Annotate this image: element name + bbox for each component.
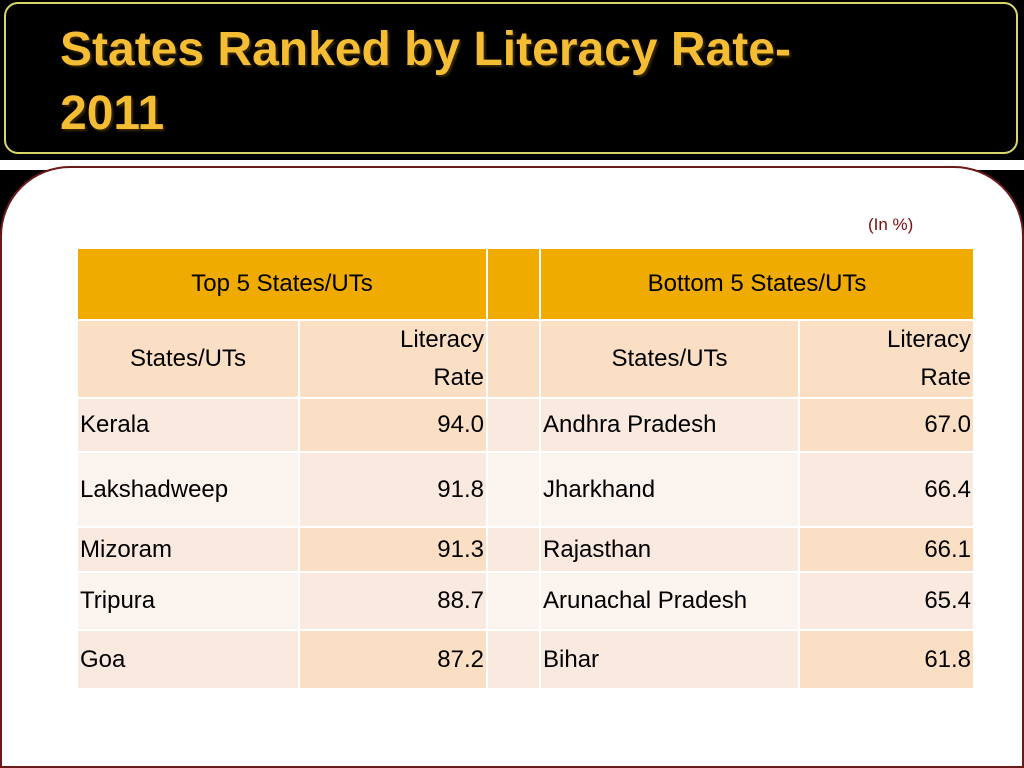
table-row: Lakshadweep 91.8 Jharkhand 66.4	[76, 451, 976, 528]
spacer-cell	[486, 319, 542, 399]
bottom-state-name: Arunachal Pradesh	[539, 571, 801, 631]
bottom-state-name: Rajasthan	[539, 526, 801, 573]
literacy-table: Top 5 States/UTs Bottom 5 States/UTs Sta…	[75, 247, 976, 690]
bottom-rate-header-line-2: Rate	[920, 364, 972, 391]
top-group-header: Top 5 States/UTs	[75, 247, 489, 321]
bottom-rate-header: Literacy Rate	[798, 319, 976, 399]
top-state-rate: 88.7	[297, 571, 489, 631]
sub-header-row: States/UTs Literacy Rate States/UTs Liter…	[76, 319, 976, 399]
title-frame	[4, 2, 1018, 154]
bottom-group-header: Bottom 5 States/UTs	[539, 247, 976, 321]
top-rate-header-line-1: Literacy	[399, 326, 485, 353]
top-state-rate: 94.0	[297, 397, 489, 453]
bottom-state-rate: 66.1	[798, 526, 976, 573]
bottom-state-rate: 65.4	[798, 571, 976, 631]
bottom-state-name: Jharkhand	[539, 451, 801, 528]
bottom-state-rate: 66.4	[798, 451, 976, 528]
spacer-cell	[486, 451, 542, 528]
table-row: Tripura 88.7 Arunachal Pradesh 65.4	[76, 571, 976, 631]
group-header-row: Top 5 States/UTs Bottom 5 States/UTs	[75, 247, 976, 321]
slide-title: States Ranked by Literacy Rate- 2011	[60, 18, 960, 146]
top-state-name: Tripura	[76, 571, 300, 631]
spacer-cell	[486, 526, 542, 573]
top-state-rate: 91.3	[297, 526, 489, 573]
spacer-cell	[486, 629, 542, 690]
top-state-name: Goa	[76, 629, 300, 690]
top-state-name: Lakshadweep	[76, 451, 300, 528]
title-bar: States Ranked by Literacy Rate- 2011	[0, 0, 1024, 160]
top-state-name: Kerala	[76, 397, 300, 453]
spacer-cell	[486, 571, 542, 631]
slide-title-line-2: 2011	[60, 87, 165, 140]
table-row: Goa 87.2 Bihar 61.8	[76, 629, 976, 690]
spacer-cell	[486, 397, 542, 453]
slide-title-line-1: States Ranked by Literacy Rate-	[60, 23, 791, 76]
table-row: Kerala 94.0 Andhra Pradesh 67.0	[76, 397, 976, 453]
top-name-header: States/UTs	[76, 319, 300, 399]
bottom-name-header: States/UTs	[539, 319, 801, 399]
bottom-state-name: Bihar	[539, 629, 801, 690]
top-state-rate: 91.8	[297, 451, 489, 528]
bottom-state-rate: 61.8	[798, 629, 976, 690]
spacer-cell	[486, 247, 542, 321]
bottom-state-name: Andhra Pradesh	[539, 397, 801, 453]
table-row: Mizoram 91.3 Rajasthan 66.1	[76, 526, 976, 573]
bottom-state-rate: 67.0	[798, 397, 976, 453]
top-state-rate: 87.2	[297, 629, 489, 690]
unit-note: (In %)	[868, 215, 914, 234]
slide-divider	[0, 160, 1024, 170]
top-rate-header: Literacy Rate	[297, 319, 489, 399]
top-state-name: Mizoram	[76, 526, 300, 573]
top-rate-header-line-2: Rate	[433, 364, 485, 391]
bottom-rate-header-line-1: Literacy	[886, 326, 972, 353]
